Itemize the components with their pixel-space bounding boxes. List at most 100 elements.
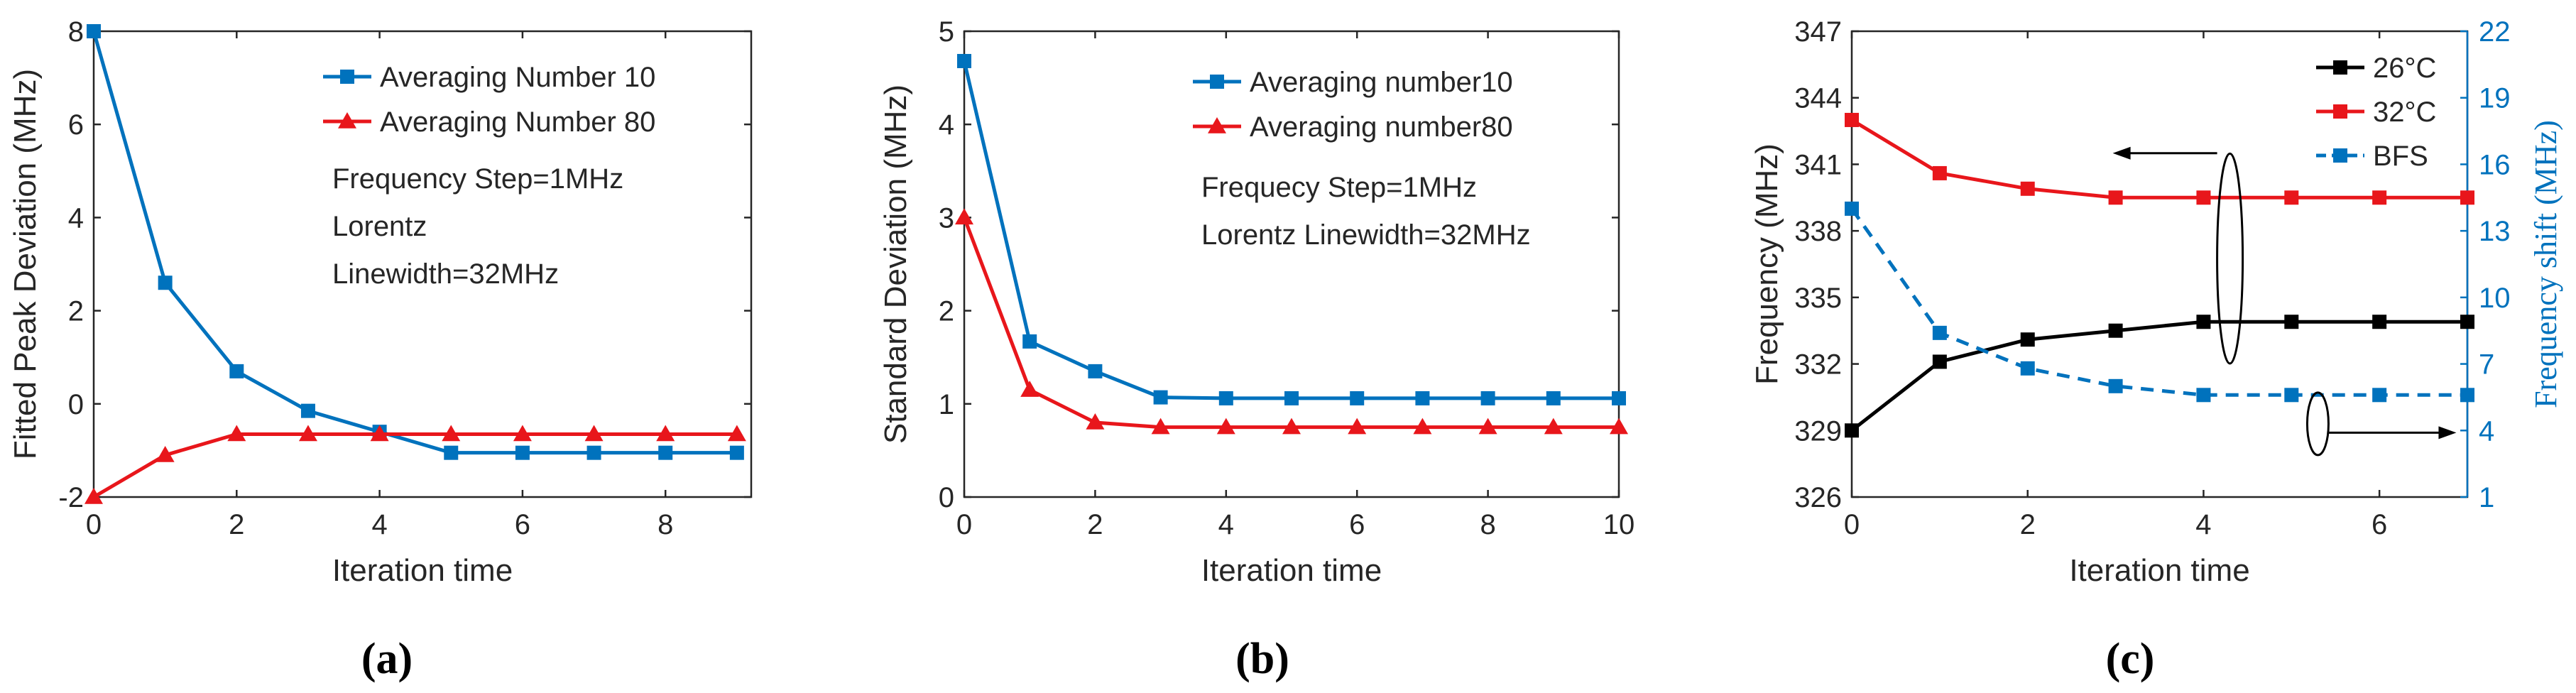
data-point: [2196, 315, 2211, 329]
legend-entry: Averaging Number 80: [380, 107, 655, 138]
legend-entry: 26°C: [2373, 53, 2436, 84]
x-tick-label: 4: [371, 509, 387, 540]
data-point: [1845, 201, 1859, 216]
right-y-tick-label: 10: [2479, 283, 2511, 314]
y-axis-label: Standard Deviation (MHz): [878, 84, 913, 444]
y-tick-label: 3: [939, 202, 954, 234]
left-axis-indicator-ellipse: [2216, 152, 2244, 365]
right-axis-indicator-ellipse: [2305, 391, 2330, 457]
chart-panel-2: 0 2 4 6 8 10 0 1 2 3 4 5 Iteration time Standard Devi…: [878, 16, 1634, 683]
data-point: [1932, 165, 1947, 180]
legend-swatch-marker: [1208, 117, 1226, 133]
legend-entry: Averaging number10: [1250, 67, 1513, 98]
right-y-tick-label: 7: [2479, 349, 2494, 381]
series-line-1: [1850, 320, 2467, 432]
data-point: [1086, 413, 1105, 430]
data-point: [658, 445, 673, 460]
x-tick-label: 4: [2195, 509, 2211, 540]
right-y-axis-label: Frequency shift (MHz): [2528, 120, 2563, 408]
legend-swatch-marker: [340, 70, 354, 84]
data-point: [584, 425, 604, 442]
data-point: [1350, 391, 1365, 405]
data-point: [1610, 418, 1628, 435]
y-tick-label: 344: [1794, 83, 1842, 114]
x-axis-label: Iteration time: [1201, 553, 1382, 588]
data-point: [2108, 378, 2123, 393]
data-point: [1348, 418, 1367, 435]
y-tick-label: 4: [939, 109, 954, 141]
panel-label: (c): [2106, 635, 2155, 683]
right-y-tick-label: 19: [2479, 83, 2511, 114]
x-tick-label: 2: [229, 509, 244, 540]
legend-entry: Averaging Number 10: [380, 62, 655, 93]
left-axis-arrowhead: [2112, 146, 2131, 160]
data-point: [2196, 190, 2211, 205]
data-point: [586, 445, 601, 460]
x-tick-label: 2: [2020, 509, 2036, 540]
series-line-3: [1850, 207, 2467, 397]
y-tick-label: 0: [939, 482, 954, 513]
data-point: [229, 364, 244, 378]
data-point: [727, 425, 746, 442]
x-tick-label: 8: [657, 509, 673, 540]
data-point: [729, 445, 744, 460]
annotation-text: Lorentz Linewidth=32MHz: [1201, 219, 1531, 251]
x-tick-label: 0: [1844, 509, 1860, 540]
y-tick-label: 2: [939, 296, 954, 327]
data-point: [2108, 190, 2123, 205]
right-y-tick-label: 22: [2479, 16, 2511, 48]
data-point: [298, 425, 317, 442]
data-point: [2372, 190, 2387, 205]
y-axis-label: Fitted Peak Deviation (MHz): [8, 69, 43, 459]
legend-swatch-marker: [2333, 148, 2347, 163]
plot-area-frame: [963, 30, 1620, 498]
annotation-text: Lorentz: [332, 211, 427, 242]
data-point: [1413, 418, 1432, 435]
data-point: [1088, 364, 1103, 378]
data-point: [2284, 388, 2299, 403]
data-point: [1932, 325, 1947, 340]
y-tick-label: 329: [1794, 415, 1842, 447]
data-point: [1415, 391, 1430, 405]
y-tick-label: -2: [58, 482, 84, 513]
data-point: [227, 425, 246, 442]
x-tick-label: 8: [1480, 509, 1495, 540]
series-line-2: [92, 432, 737, 499]
series-line-1: [92, 31, 737, 455]
annotation-text: Linewidth=32MHz: [332, 258, 559, 290]
data-point: [2460, 190, 2474, 205]
y-tick-label: 341: [1794, 149, 1842, 180]
annotation-text: Frequecy Step=1MHz: [1201, 172, 1477, 203]
y-tick-label: 332: [1794, 349, 1842, 381]
data-point: [513, 425, 532, 442]
plot-area-frame: [92, 30, 753, 498]
data-point: [1284, 391, 1299, 405]
y-tick-label: 326: [1794, 482, 1842, 513]
data-point: [1544, 418, 1563, 435]
data-point: [1845, 112, 1859, 127]
data-point: [1020, 381, 1039, 397]
data-point: [656, 425, 675, 442]
data-point: [2020, 332, 2035, 347]
legend-entry: Averaging number80: [1250, 111, 1513, 143]
y-tick-label: 8: [68, 16, 84, 48]
data-point: [2020, 181, 2035, 196]
data-point: [155, 445, 175, 462]
y-tick-label: 0: [68, 389, 84, 420]
x-tick-label: 6: [2372, 509, 2387, 540]
data-point: [1216, 418, 1235, 435]
data-point: [1932, 354, 1947, 369]
panel-label: (a): [361, 635, 413, 683]
right-y-tick-label: 4: [2479, 415, 2494, 447]
legend-entry: BFS: [2373, 141, 2428, 172]
data-point: [955, 208, 973, 225]
data-point: [300, 403, 315, 418]
y-tick-label: 6: [68, 109, 84, 141]
right-y-tick-label: 16: [2479, 149, 2511, 180]
data-point: [515, 445, 530, 460]
y-tick-label: 1: [939, 389, 954, 420]
series-line-2: [1850, 118, 2467, 200]
data-point: [1218, 391, 1233, 405]
